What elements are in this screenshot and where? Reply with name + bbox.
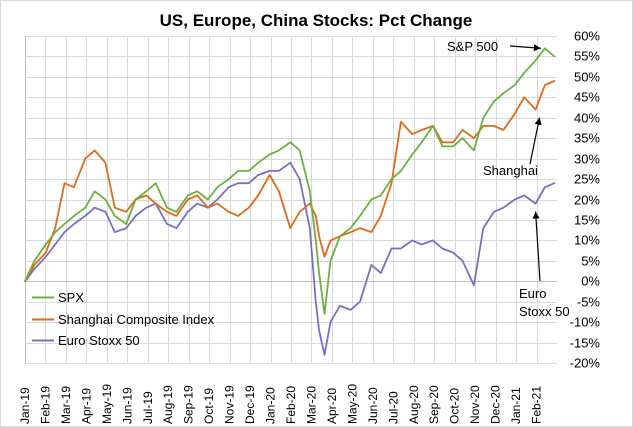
x-tick-label: Dec-20 [489,385,503,424]
annotation-label: S&P 500 [447,39,498,54]
x-tick-label: Mar-19 [59,386,73,424]
x-tick-label: Feb-21 [530,386,544,424]
y-tick-label: -15% [570,336,601,351]
annotation-arrowhead [532,211,540,219]
legend-label: Shanghai Composite Index [58,312,215,327]
y-tick-label: 60% [574,29,600,44]
annotation-arrow [529,117,541,165]
annotation-label: Stoxx 50 [519,304,570,319]
series-line-shanghai-composite-index [24,80,556,283]
x-tick-label: Jun-20 [366,387,380,424]
y-tick-label: 35% [574,131,600,146]
x-tick-label: Aug-19 [161,385,175,424]
y-tick-label: -5% [577,295,601,310]
x-tick-label: Feb-19 [38,386,52,424]
x-tick-label: Aug-20 [407,385,421,424]
y-tick-label: 10% [574,233,600,248]
y-tick-label: 15% [574,213,600,228]
y-tick-label: 0% [581,274,600,289]
x-tick-label: Jun-19 [120,387,134,424]
x-tick-label: Jan-21 [509,387,523,424]
x-tick-label: Jan-20 [264,387,278,424]
y-axis-tick-labels: -20% -15% -10% -5% 0% 5% 10% 15% 20% 25% 30% 35% 40%… [570,29,601,371]
x-axis-tick-labels: Jan-19 Feb-19 Mar-19 Apr-19 May-19 Jun-19 Jul-… [18,384,544,424]
series-line-euro-stoxx-50 [24,161,556,356]
series-lines [24,47,556,356]
x-tick-label: Nov-19 [223,385,237,424]
x-tick-label: Mar-20 [304,386,318,424]
x-tick-label: May-20 [345,384,359,424]
x-tick-label: Oct-20 [448,388,462,424]
x-tick-label: Nov-20 [468,385,482,424]
x-tick-label: Sep-19 [182,385,196,424]
x-tick-label: Apr-19 [79,388,93,424]
y-tick-label: 45% [574,90,600,105]
x-tick-label: Dec-19 [243,385,257,424]
y-tick-label: -10% [570,315,601,330]
annotation-arrowhead [534,117,542,126]
annotation-label: Shanghai [483,163,538,178]
x-tick-label: Jul-20 [386,391,400,424]
legend-label: SPX [58,290,84,305]
x-tick-label: Sep-20 [427,385,441,424]
series-line-spx [24,47,556,315]
x-tick-label: Jul-19 [141,391,155,424]
chart-title: US, Europe, China Stocks: Pct Change [160,11,473,30]
x-tick-label: Jan-19 [18,387,32,424]
annotations: S&P 500 Shanghai Euro Stoxx 50 [447,39,570,319]
y-tick-label: 20% [574,193,600,208]
y-tick-label: 25% [574,172,600,187]
x-tick-label: Oct-19 [202,388,216,424]
y-tick-label: 5% [581,254,600,269]
y-tick-label: 40% [574,111,600,126]
y-tick-label: 30% [574,152,600,167]
legend-label: Euro Stoxx 50 [58,333,140,348]
x-tick-label: May-19 [100,384,114,424]
x-tick-label: Apr-20 [325,388,339,424]
legend: SPX Shanghai Composite Index Euro Stoxx 50 [32,290,215,348]
x-tick-label: Feb-20 [284,386,298,424]
y-tick-label: 50% [574,70,600,85]
annotation-arrowhead [533,44,541,52]
annotation-label: Euro [519,286,546,301]
annotation-arrow [534,211,541,282]
y-tick-label: -20% [570,356,601,371]
y-tick-label: 55% [574,49,600,64]
